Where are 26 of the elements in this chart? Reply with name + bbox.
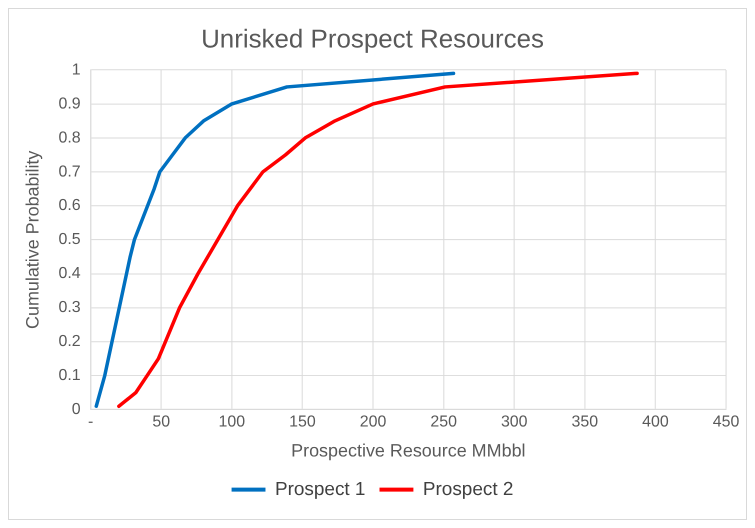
legend-label: Prospect 2 [422,478,514,500]
y-tick-label: 0.1 [58,367,81,384]
x-axis-title: Prospective Resource MMbbl [291,440,526,460]
x-tick-label: 300 [500,414,528,431]
y-tick-label: 0.3 [58,299,81,316]
x-tick-label: 350 [572,414,598,431]
y-axis-title: Cumulative Probability [22,150,43,329]
y-tick-label: 0.7 [58,163,81,180]
y-tick-label: 0 [72,401,81,418]
x-tick-label: 150 [289,414,316,431]
x-tick-label: 400 [642,414,669,431]
y-tick-label: 0.5 [58,231,81,248]
y-tick-label: 0.2 [58,333,81,350]
legend-label: Prospect 1 [274,478,366,500]
chart-title: Unrisked Prospect Resources [201,26,544,54]
x-tick-label: 200 [360,414,386,431]
y-tick-label: 1 [72,61,81,78]
x-tick-label: 100 [218,414,246,431]
x-tick-label: - [88,414,94,431]
y-tick-label: 0.9 [58,95,81,112]
y-tick-label: 0.4 [58,265,81,282]
x-tick-label: 50 [152,414,170,431]
x-tick-label: 450 [712,414,740,431]
x-tick-label: 250 [430,414,458,431]
y-tick-label: 0.8 [58,129,81,146]
y-tick-label: 0.6 [58,197,81,214]
